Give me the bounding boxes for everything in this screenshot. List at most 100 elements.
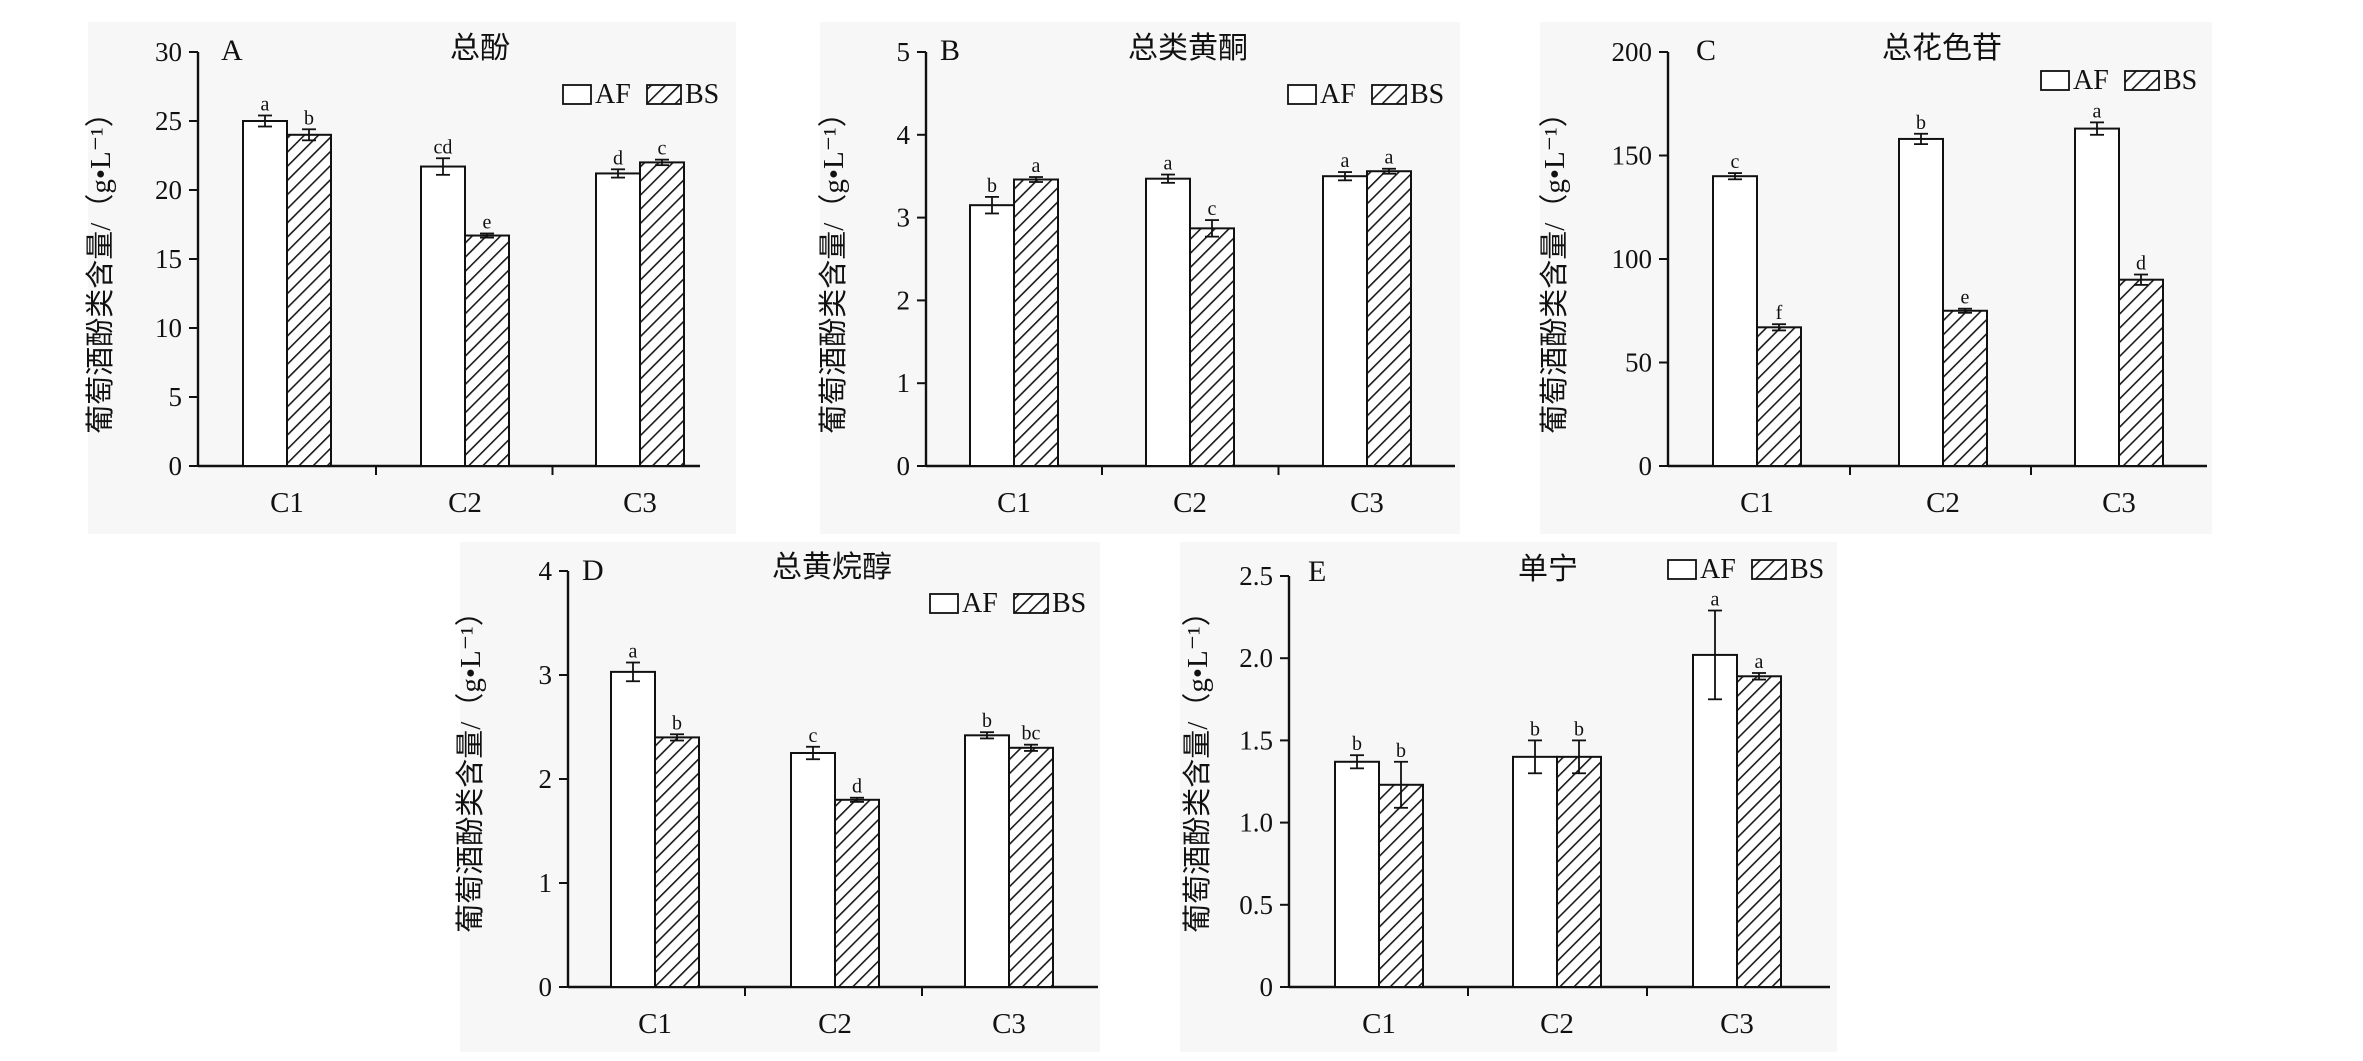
panel-c-bar-af-c2	[1898, 137, 1944, 467]
panel-d-significance-letter: d	[852, 776, 862, 798]
panel-e-bar-af-c1	[1334, 760, 1380, 988]
panel-b-y-tick-label: 3	[897, 203, 911, 233]
panel-b-significance-letter: a	[1032, 155, 1041, 177]
panel-e-x-tick-label: C1	[1362, 1008, 1396, 1040]
panel-c-y-tick-label: 50	[1625, 348, 1652, 378]
panel-e-bar-af-c2	[1512, 755, 1558, 989]
panel-d-significance-letter: b	[672, 712, 682, 734]
panel-d-x-tick-label: C2	[818, 1008, 852, 1040]
panel-e-legend-label-af: AF	[1700, 554, 1736, 585]
panel-c-legend-swatch-bs	[2124, 70, 2160, 91]
panel-a-y-tick-label: 5	[169, 382, 183, 412]
panel-a-significance-letter: d	[613, 147, 623, 169]
panel-e-bar-af-c3	[1692, 653, 1738, 988]
panel-b-y-axis-label: 葡萄酒酚类含量/（g•L⁻¹）	[817, 98, 850, 433]
panel-a-bar-af-c3	[595, 172, 641, 467]
panel-d-significance-letter: c	[809, 725, 818, 747]
panel-a-y-tick-label: 10	[155, 313, 182, 343]
panel-b-y-tick-label: 2	[897, 285, 911, 315]
panel-e-y-tick-label: 0.5	[1239, 890, 1273, 920]
panel-e-y-tick-label: 0	[1260, 972, 1274, 1002]
panel-e-legend-swatch-bs	[1751, 559, 1787, 580]
panel-d-legend-label-bs: BS	[1052, 588, 1086, 619]
panel-b-legend-swatch-af	[1287, 84, 1317, 105]
panel-d-significance-letter: a	[629, 641, 638, 663]
panel-d-bar-bs-c1	[654, 736, 700, 989]
panel-a-bar-af-c2	[420, 165, 466, 467]
panel-e-y-tick-label: 1.5	[1239, 725, 1273, 755]
panel-e-y-axis-label: 葡萄酒酚类含量/（g•L⁻¹）	[1181, 597, 1214, 932]
panel-a-legend-label-bs: BS	[685, 79, 719, 110]
panel-c-bar-af-c1	[1712, 175, 1758, 467]
panel-d-significance-letter: b	[982, 710, 992, 732]
panel-c-legend-label-af: AF	[2073, 65, 2109, 96]
panel-d-y-tick-label: 4	[539, 556, 553, 586]
panel-b-bar-af-c1	[969, 204, 1015, 467]
panel-c-significance-letter: c	[1731, 151, 1740, 173]
panel-a-y-tick-label: 15	[155, 244, 182, 274]
panel-b-bar-bs-c1	[1013, 178, 1059, 467]
panel-c-x-tick-label: C3	[2102, 487, 2136, 519]
panel-a-x-tick-label: C3	[623, 487, 657, 519]
panel-b-x-tick-label: C1	[997, 487, 1031, 519]
panel-b-y-tick-label: 1	[897, 368, 911, 398]
panel-b-title: 总类黄酮	[1128, 32, 1248, 65]
panel-c-y-tick-label: 200	[1612, 37, 1653, 67]
panel-a-bar-bs-c1	[286, 133, 332, 468]
panel-c-y-tick-label: 0	[1639, 451, 1653, 481]
panel-c-bar-bs-c2	[1942, 309, 1988, 467]
panel-b-letter: B	[940, 34, 960, 67]
panel-d-legend-label-af: AF	[962, 588, 998, 619]
panel-a-y-tick-label: 20	[155, 175, 182, 205]
panel-b-significance-letter: a	[1164, 153, 1173, 175]
panel-e-bar-bs-c3	[1736, 675, 1782, 988]
panel-d-title: 总黄烷醇	[772, 551, 892, 584]
panel-e-legend-label-bs: BS	[1790, 554, 1824, 585]
panel-d-bar-bs-c3	[1008, 746, 1054, 988]
panel-a-x-tick-label: C1	[270, 487, 304, 519]
panel-a-legend-label-af: AF	[595, 79, 631, 110]
panel-a-legend-swatch-bs	[646, 84, 682, 105]
panel-a-bar-bs-c3	[639, 161, 685, 467]
panel-d-y-axis-label: 葡萄酒酚类含量/（g•L⁻¹）	[454, 597, 487, 932]
panel-e-significance-letter: b	[1352, 733, 1362, 755]
panel-c-significance-letter: f	[1776, 302, 1783, 324]
panel-e-significance-letter: a	[1711, 589, 1720, 611]
panel-c-letter: C	[1696, 34, 1716, 67]
panel-c-significance-letter: d	[2136, 253, 2146, 275]
panel-e-bar-bs-c1	[1378, 783, 1424, 989]
panel-c-y-axis-label: 葡萄酒酚类含量/（g•L⁻¹）	[1538, 98, 1571, 433]
panel-d-bar-af-c1	[610, 670, 656, 988]
panel-c-significance-letter: e	[1961, 287, 1970, 309]
panel-c-legend-label-bs: BS	[2163, 65, 2197, 96]
panel-b-bar-af-c3	[1322, 175, 1368, 467]
panel-e-bar-bs-c2	[1556, 755, 1602, 989]
panel-b-significance-letter: a	[1385, 147, 1394, 169]
panel-b-legend-label-af: AF	[1320, 79, 1356, 110]
panel-d-legend-swatch-af	[929, 593, 959, 614]
panel-d-bar-af-c3	[964, 734, 1010, 988]
panel-e-significance-letter: b	[1530, 718, 1540, 740]
panel-c-legend-swatch-af	[2040, 70, 2070, 91]
panel-e-significance-letter: a	[1755, 651, 1764, 673]
panel-e-letter: E	[1308, 555, 1326, 588]
panel-a-title: 总酚	[450, 32, 510, 65]
panel-d-letter: D	[582, 554, 604, 587]
panel-a-letter: A	[221, 34, 243, 67]
panel-d-legend-swatch-bs	[1013, 593, 1049, 614]
panel-b-significance-letter: a	[1341, 150, 1350, 172]
panel-d-y-tick-label: 1	[539, 868, 553, 898]
panel-d-y-tick-label: 0	[539, 972, 553, 1002]
panel-b-x-tick-label: C2	[1173, 487, 1207, 519]
panel-e-legend-swatch-af	[1667, 559, 1697, 580]
panel-b-y-tick-label: 5	[897, 37, 911, 67]
panel-b-legend-label-bs: BS	[1410, 79, 1444, 110]
panel-b-bar-af-c2	[1145, 177, 1191, 468]
panel-e-y-tick-label: 1.0	[1239, 808, 1273, 838]
panel-e-y-tick-label: 2.0	[1239, 643, 1273, 673]
panel-a-bar-bs-c2	[464, 234, 510, 467]
panel-c-y-tick-label: 100	[1612, 244, 1653, 274]
panel-c-bar-bs-c1	[1756, 326, 1802, 467]
panel-c-significance-letter: b	[1916, 112, 1926, 134]
